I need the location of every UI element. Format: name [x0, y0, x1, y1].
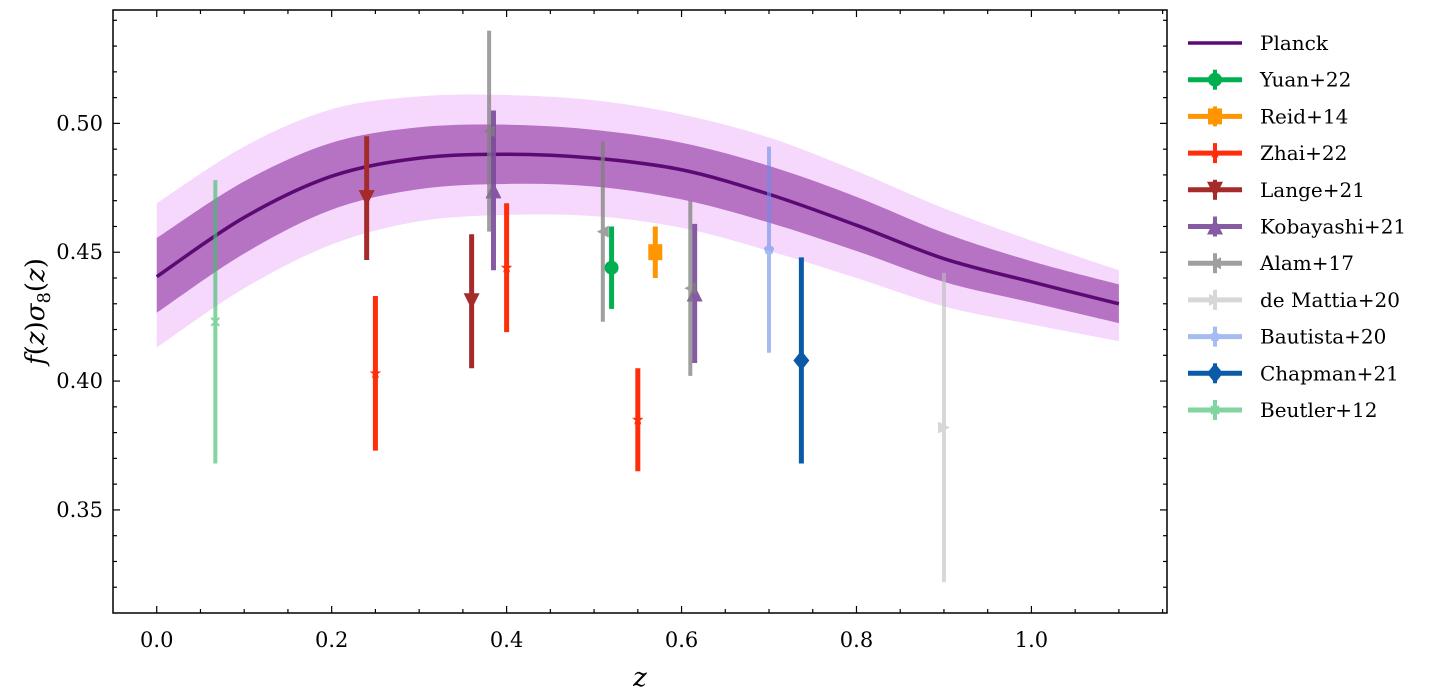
point-yuan-22-0: [604, 260, 619, 275]
axes-frame: [112, 9, 1168, 614]
y-tick-label: 0.50: [56, 111, 103, 135]
point-de-mattia-20-0: [937, 421, 950, 434]
svg-text:f(z)σ8(z): f(z)σ8(z): [21, 258, 55, 367]
legend-swatch-marker: [1209, 293, 1221, 306]
legend-label: Beutler+12: [1260, 398, 1377, 422]
point-zhai-22-1: [500, 261, 513, 273]
series-chapman-21: [793, 257, 810, 464]
legend-item-chapman-21: [1188, 363, 1242, 384]
point-bautista-20-0: [763, 244, 775, 255]
legend-label: Kobayashi+21: [1260, 215, 1406, 239]
legend-swatch-marker: [1208, 72, 1222, 87]
legend-swatch-marker: [1207, 363, 1223, 384]
x-tick-label: 0.6: [665, 628, 698, 652]
legend-item-bautista-20: [1188, 326, 1242, 347]
planck-curve: [155, 152, 1120, 306]
legend-label: Lange+21: [1260, 178, 1365, 202]
point-alam-17-0: [483, 125, 496, 138]
legend-item-de-mattia-20: [1188, 289, 1242, 310]
x-tick-label: 0.4: [490, 628, 523, 652]
y-tick-label: 0.35: [56, 498, 103, 522]
x-axis-label: z: [632, 663, 647, 693]
planck-1sigma-band: [156, 124, 1119, 324]
legend-swatch-marker: [1208, 108, 1222, 125]
legend-label: Chapman+21: [1260, 361, 1399, 385]
legend-item-lange-21: [1188, 179, 1242, 200]
plot-area: [155, 30, 1120, 583]
x-tick-label: 0.0: [140, 628, 173, 652]
series-beutler-12: [210, 180, 221, 464]
legend-swatch-marker: [1210, 405, 1220, 415]
legend-item-kobayashi-21: [1188, 216, 1242, 237]
legend-label: Planck: [1260, 31, 1329, 55]
x-tick-label: 0.8: [840, 628, 873, 652]
legend-item-alam-17: [1188, 253, 1242, 274]
legend-label: Yuan+22: [1259, 68, 1351, 92]
legend-swatch-marker: [1209, 147, 1221, 158]
axis-ticks: 0.0 0.2 0.4 0.6 0.8 1.0 0.35 0.40 0.45 0.50: [56, 10, 1167, 652]
point-zhai-22-2: [632, 413, 644, 425]
y-tick-label: 0.40: [56, 369, 103, 393]
point-lange-21-1: [463, 293, 480, 310]
series-de-mattia-20: [937, 272, 950, 583]
series-lange-21: [358, 136, 480, 369]
legend-label: de Mattia+20: [1260, 288, 1400, 312]
y-axis-label: f(z)σ8(z): [21, 258, 55, 367]
point-reid-14-0: [648, 244, 663, 261]
legend-item-reid-14: [1188, 106, 1242, 127]
legend-item-beutler-12: [1188, 400, 1242, 420]
legend-swatch-marker: [1207, 181, 1223, 198]
x-tick-label: 1.0: [1015, 628, 1048, 652]
legend-item-yuan-22: [1188, 69, 1242, 90]
series-zhai-22: [369, 203, 644, 472]
legend: Planck Yuan+22 Reid+14 Zhai+22 Lange+21 Kobay…: [1188, 31, 1406, 422]
legend-label: Alam+17: [1259, 251, 1354, 275]
y-tick-label: 0.45: [56, 240, 103, 264]
axes-border: [112, 9, 1168, 614]
point-alam-17-1: [596, 225, 609, 238]
point-lange-21-0: [358, 190, 375, 207]
legend-item-zhai-22: [1188, 143, 1242, 164]
series-bautista-20: [763, 146, 775, 353]
point-zhai-22-0: [369, 367, 382, 379]
point-chapman-21-0: [793, 350, 810, 371]
series-reid-14: [648, 226, 663, 278]
legend-label: Zhai+22: [1260, 141, 1347, 165]
legend-swatch-marker: [1207, 218, 1223, 235]
legend-swatch-marker: [1209, 331, 1221, 342]
series-yuan-22: [604, 226, 619, 309]
legend-label: Bautista+20: [1260, 325, 1386, 349]
point-alam-17-2: [684, 282, 697, 295]
series-alam-17: [483, 30, 697, 376]
point-beutler-12-0: [210, 317, 221, 327]
x-tick-label: 0.2: [315, 628, 348, 652]
legend-swatch-marker: [1209, 257, 1221, 270]
legend-label: Reid+14: [1260, 104, 1348, 128]
